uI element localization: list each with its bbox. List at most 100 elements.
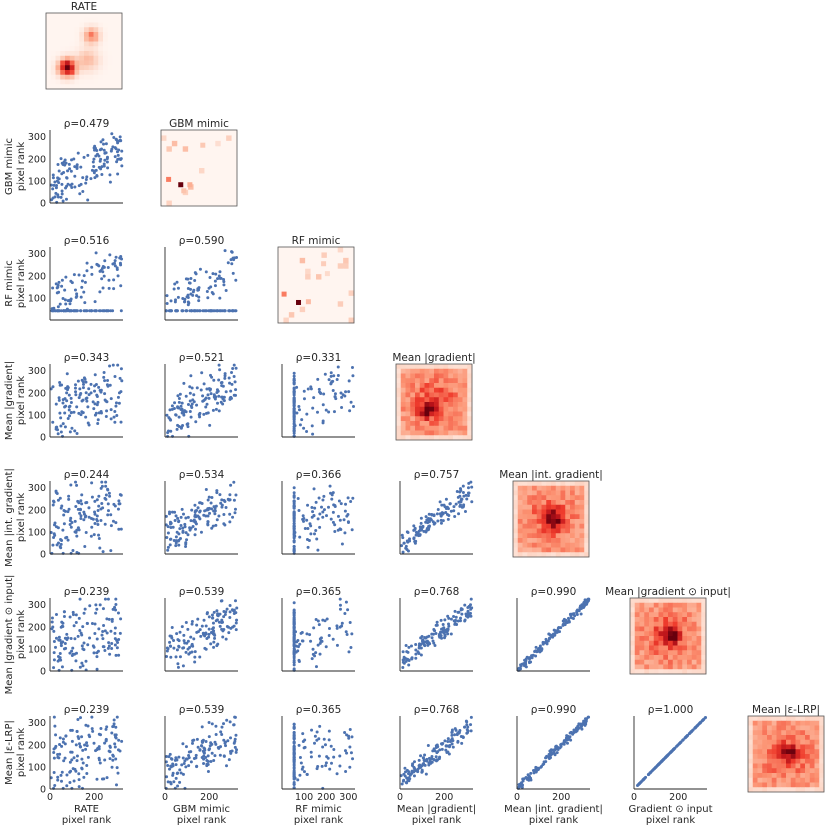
scatter-point [412,537,416,541]
scatter-point [173,282,177,286]
scatter-point [198,309,202,313]
heatmap-cell [453,406,459,412]
heatmap-cell [522,481,528,487]
heatmap-cell [790,754,796,760]
heatmap-cell [98,36,104,42]
heatmap-cell [448,392,454,398]
heatmap-cell [410,406,416,412]
heatmap-cell [88,55,94,61]
scatter-point [52,306,56,310]
scatter-point [417,758,421,762]
scatter-point [52,500,56,504]
heatmap-cell [677,645,683,651]
scatter-point [564,619,568,623]
heatmap-cell [634,664,640,670]
scatter-point [210,375,214,379]
heatmap-cell [209,157,216,163]
heatmap-cell [93,22,99,28]
heatmap-cell [204,200,211,207]
heatmap-cell [814,716,820,722]
heatmap-cell [226,157,232,163]
heatmap-cell [305,252,311,259]
heatmap-cell [316,257,322,264]
heatmap-cell [663,650,669,656]
scatter-point [86,755,90,759]
heatmap-cell [517,538,523,544]
scatter-point [461,484,465,488]
heatmap-cell [220,168,227,174]
scatter-point [424,515,428,519]
heatmap-cell [809,744,815,750]
heatmap-cell [46,79,52,85]
scatter-point [440,503,444,507]
heatmap-cell [288,306,295,313]
scatter-point [182,639,186,643]
heatmap-cell [283,263,290,270]
heatmap-cell [69,46,75,52]
scatter-point [171,762,175,766]
heatmap-frame [747,715,825,793]
heatmap-cell [65,84,71,90]
scatter-point [351,496,355,500]
heatmap-cell [551,542,557,548]
scatter-point [441,623,445,627]
heatmap-cell [546,547,552,553]
x-axis-label-sub: pixel rank [294,815,343,826]
heatmap-cell [565,485,571,491]
heatmap-cell [748,735,754,741]
scatter-point [206,411,210,415]
scatter-point [450,742,454,746]
scatter-point [321,403,325,407]
scatter-point [421,638,425,642]
scatter-point [208,276,212,280]
scatter-point [92,741,96,745]
scatter-point [72,157,76,161]
heatmap-cell [424,411,430,417]
heatmap-cell [231,151,238,158]
heatmap-cell [781,754,787,760]
heatmap-cell [60,22,66,28]
scatter-point [90,727,94,731]
scatter-5-0: ρ=0.239 [49,586,123,672]
scatter-point [61,422,65,426]
scatter-point [437,632,441,636]
scatter-point [70,728,74,732]
scatter-point [401,550,405,554]
heatmap-cell [220,146,227,153]
scatter-point [218,368,222,372]
heatmap-cell [278,285,284,291]
heatmap-cell [405,411,411,417]
scatter-point [176,295,180,299]
heatmap-cell [84,32,90,38]
heatmap-cell [199,184,205,191]
scatter-point [222,722,226,726]
heatmap-cell [752,730,758,736]
heatmap-cell [532,481,538,487]
scatter-point [169,655,173,659]
scatter-point [444,497,448,501]
heatmap-cell [337,290,344,297]
scatter-point [110,646,114,650]
scatter-point [343,531,347,535]
scatter-point [210,507,214,511]
heatmap-cell [551,519,557,525]
heatmap-cell [448,402,454,408]
scatter-point [228,309,232,313]
scatter-point [441,519,445,523]
heatmap-cell [513,514,519,520]
scatter-point [195,294,199,298]
heatmap-cell [634,607,640,613]
heatmap-cell [457,368,463,374]
heatmap-cell [570,519,576,525]
heatmap-cell [696,621,702,627]
heatmap-cell [517,528,523,534]
heatmap-cell [579,519,585,525]
scatter-point [115,268,119,272]
heatmap-cell [658,640,664,646]
x-axis-label: RF mimic [295,804,341,815]
scatter-point [292,740,296,744]
scatter-point [49,776,53,780]
heatmap-cell [517,514,523,520]
scatter-point [461,504,465,508]
scatter-point [115,715,119,719]
